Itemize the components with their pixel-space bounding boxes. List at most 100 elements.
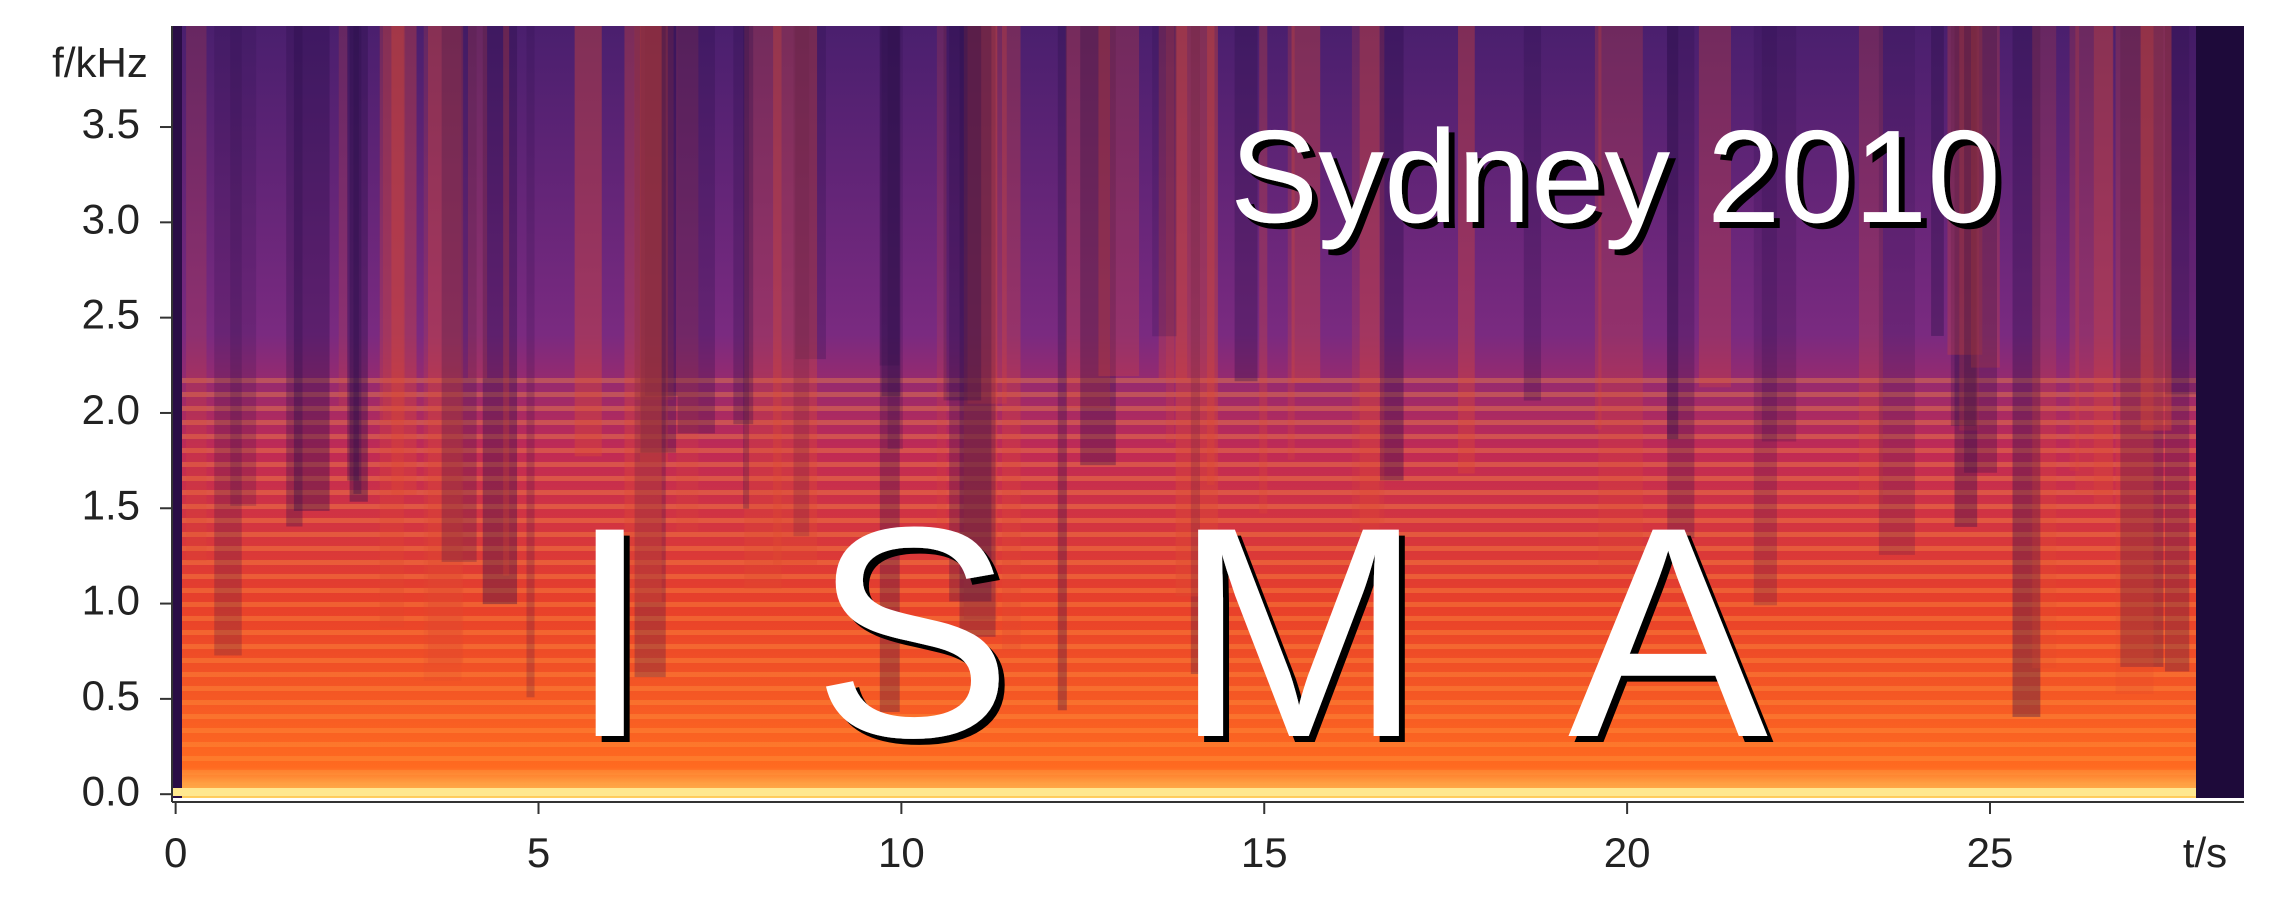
texture <box>1458 26 1475 474</box>
texture <box>1858 26 1883 505</box>
texture <box>967 26 1007 404</box>
texture <box>1175 26 1218 597</box>
texture <box>482 26 518 605</box>
texture <box>793 26 810 537</box>
texture <box>733 26 754 425</box>
texture <box>1002 26 1021 651</box>
texture <box>2115 26 2154 694</box>
texture <box>1594 26 1602 430</box>
x-axis-label: t/s <box>2183 829 2227 876</box>
texture <box>1959 26 1980 431</box>
texture <box>1667 26 1695 539</box>
texture <box>1057 26 1067 711</box>
event-annotation: Sydney 2010 <box>1230 103 2001 250</box>
texture <box>503 26 510 576</box>
texture <box>634 26 666 678</box>
texture <box>949 26 992 602</box>
texture <box>1259 26 1268 514</box>
y-tick-label: 1.5 <box>82 481 140 528</box>
texture <box>644 26 678 396</box>
texture <box>634 26 674 400</box>
texture <box>423 26 462 681</box>
texture <box>640 26 677 453</box>
texture <box>1065 26 1111 408</box>
texture <box>773 26 818 565</box>
texture <box>526 26 535 698</box>
texture <box>795 26 826 360</box>
texture <box>2140 26 2172 431</box>
texture <box>353 26 362 494</box>
texture <box>1152 26 1177 337</box>
texture <box>293 26 330 511</box>
texture <box>2165 26 2190 672</box>
texture <box>1287 26 1295 460</box>
texture <box>677 26 715 434</box>
baseline-band <box>172 788 2196 796</box>
texture <box>338 26 348 407</box>
texture <box>574 26 602 457</box>
texture <box>1761 26 1797 442</box>
y-tick-label: 3.5 <box>82 100 140 147</box>
x-tick-label: 15 <box>1241 829 1288 876</box>
texture <box>639 26 668 463</box>
texture <box>963 26 998 620</box>
x-tick-label: 0 <box>164 829 187 876</box>
texture <box>2069 26 2080 471</box>
texture <box>1598 26 1643 570</box>
texture <box>1379 26 1404 481</box>
texture <box>214 26 242 656</box>
texture <box>744 26 782 589</box>
spectrogram <box>172 26 2244 798</box>
texture <box>391 26 417 495</box>
texture <box>1523 26 1542 401</box>
x-tick-label: 20 <box>1604 829 1651 876</box>
texture <box>1753 26 1777 606</box>
texture <box>1971 26 2000 368</box>
texture <box>349 26 368 502</box>
texture <box>1351 26 1385 525</box>
texture <box>2093 26 2113 504</box>
texture <box>1698 26 1732 388</box>
y-tick-label: 2.5 <box>82 291 140 338</box>
texture <box>379 26 404 628</box>
texture <box>1947 26 1983 355</box>
texture <box>2032 26 2057 669</box>
texture <box>1954 26 1978 527</box>
x-tick-label: 25 <box>1967 829 2014 876</box>
texture <box>286 26 303 527</box>
texture <box>1359 26 1380 579</box>
y-tick-label: 2.0 <box>82 386 140 433</box>
texture <box>1950 26 1976 426</box>
texture <box>2164 26 2198 395</box>
texture <box>887 26 903 450</box>
texture <box>881 26 901 397</box>
texture <box>959 26 996 637</box>
texture <box>1666 26 1679 440</box>
texture <box>1080 26 1116 466</box>
texture <box>1878 26 1915 555</box>
x-tick-label: 5 <box>527 829 550 876</box>
texture <box>1964 26 1997 473</box>
texture <box>879 26 900 713</box>
texture <box>743 26 750 509</box>
x-tick-label: 10 <box>878 829 925 876</box>
texture <box>1291 26 1321 383</box>
harmonic-bands <box>172 373 2244 798</box>
texture <box>1190 26 1200 675</box>
texture <box>428 26 464 664</box>
y-tick-label: 0.0 <box>82 767 140 814</box>
texture <box>2120 26 2164 667</box>
texture <box>382 26 406 421</box>
texture <box>186 26 207 561</box>
texture <box>1931 26 1944 336</box>
texture <box>467 26 488 379</box>
spectrogram-edge <box>2196 26 2244 798</box>
texture <box>676 26 699 532</box>
texture <box>2012 26 2041 717</box>
texture <box>1207 26 1215 485</box>
texture <box>1165 26 1175 443</box>
texture <box>347 26 359 481</box>
y-tick-label: 1.0 <box>82 577 140 624</box>
texture <box>879 26 900 366</box>
